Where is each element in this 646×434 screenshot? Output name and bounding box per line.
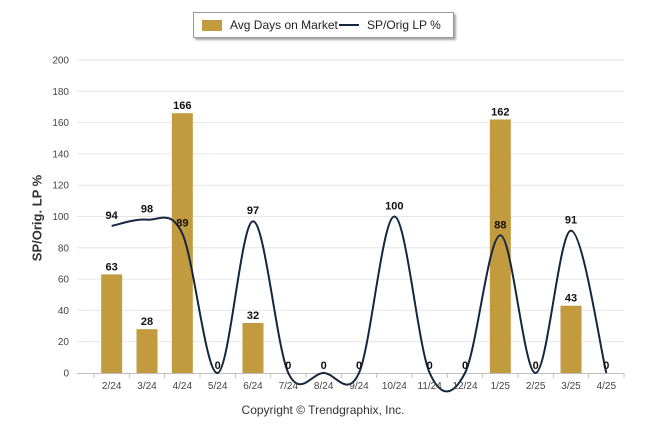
y-tick-label: 200 [52, 56, 69, 67]
legend-item-line: SP/Orig LP % [339, 13, 441, 37]
y-tick-labels: 0 20 40 60 80 100 120 140 160 180 200 [52, 56, 69, 380]
y-tick-label: 140 [52, 149, 69, 160]
x-tick-label: 8/24 [314, 381, 334, 392]
x-tick-label: 2/25 [526, 381, 546, 392]
x-tick-label: 3/25 [561, 381, 581, 392]
line-label: 0 [356, 360, 362, 372]
bar-label: 32 [247, 310, 259, 322]
bar-label: 166 [173, 100, 191, 112]
line-label: 100 [385, 201, 403, 213]
bar-label: 162 [491, 106, 509, 118]
line-label: 94 [106, 210, 119, 222]
x-tick-label: 3/24 [137, 381, 157, 392]
y-tick-label: 60 [58, 275, 70, 286]
legend-item-bar: Avg Days on Market [202, 13, 338, 37]
line-label: 0 [533, 360, 539, 372]
line-label: 91 [565, 215, 577, 227]
x-tick-label: 5/24 [208, 381, 228, 392]
line-label: 0 [215, 360, 221, 372]
line-label: 0 [603, 360, 609, 372]
bar [242, 322, 264, 373]
y-tick-label: 80 [58, 243, 70, 254]
legend-label-line: SP/Orig LP % [367, 18, 441, 32]
x-tick-label: 4/24 [173, 381, 193, 392]
x-tick-label: 12/24 [452, 381, 477, 392]
line-label: 0 [462, 360, 468, 372]
x-tick-label: 9/24 [349, 381, 369, 392]
x-tick-label: 11/24 [418, 381, 443, 392]
x-tick-labels: 2/24 3/24 4/24 5/24 6/24 7/24 8/24 9/24 10/24 11/… [102, 381, 617, 392]
bar-label: 43 [565, 293, 577, 305]
bar-label: 63 [106, 261, 118, 273]
y-tick-label: 160 [52, 118, 69, 129]
bar [560, 305, 582, 373]
bar-data-labels: 63 28 166 32 162 43 [106, 100, 578, 328]
y-tick-label: 0 [63, 369, 69, 380]
line-series [111, 215, 608, 393]
line-data-labels: 94 98 89 0 97 0 0 0 100 0 0 88 0 91 0 [106, 201, 610, 373]
x-tick-label: 4/25 [597, 381, 617, 392]
line-label: 98 [141, 204, 153, 216]
copyright-text: Copyright © Trendgraphix, Inc. [241, 403, 405, 417]
legend-label-bar: Avg Days on Market [230, 18, 338, 32]
y-tick-label: 180 [52, 87, 69, 98]
line-label: 0 [321, 360, 327, 372]
legend-swatch-bar [202, 19, 222, 31]
x-tick-label: 1/25 [491, 381, 511, 392]
line-label: 89 [176, 218, 188, 230]
grid-lines [77, 59, 624, 343]
y-tick-label: 100 [52, 212, 69, 223]
line-path [111, 215, 608, 393]
line-label: 97 [247, 205, 259, 217]
y-tick-label: 40 [58, 306, 70, 317]
y-tick-label: 20 [58, 337, 70, 348]
x-tick-label: 6/24 [243, 381, 263, 392]
x-tick-label: 10/24 [382, 381, 407, 392]
legend-swatch-line [339, 24, 359, 26]
y-axis-label: SP/Orig. LP % [29, 174, 45, 262]
x-axis [77, 373, 625, 378]
bar-series [101, 113, 582, 374]
line-label: 0 [427, 360, 433, 372]
x-tick-label: 2/24 [102, 381, 122, 392]
bar [136, 329, 158, 373]
x-tick-label: 7/24 [279, 381, 299, 392]
legend: Avg Days on Market SP/Orig LP % [193, 12, 454, 38]
bar-label: 28 [141, 316, 153, 328]
bar [171, 113, 193, 374]
line-label: 0 [285, 360, 291, 372]
y-tick-label: 120 [52, 181, 69, 192]
line-label: 88 [494, 219, 506, 231]
bar [489, 119, 511, 373]
bar [101, 274, 123, 373]
